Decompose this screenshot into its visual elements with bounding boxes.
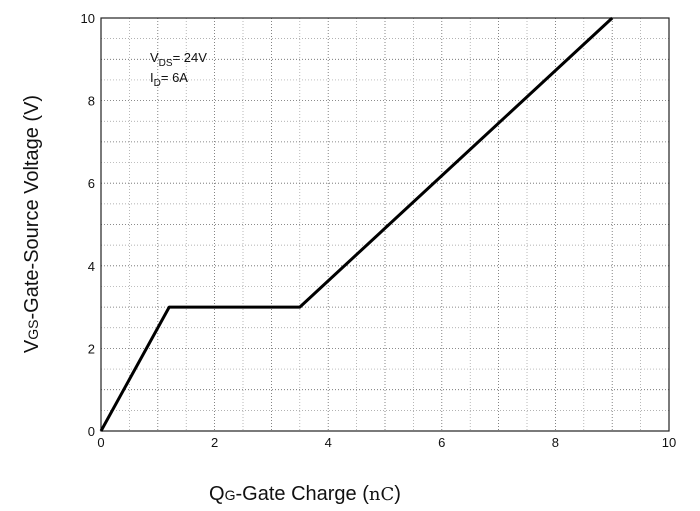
series-line [99,16,614,432]
x-tick-label: 2 [211,435,218,450]
plot-frame [100,17,670,432]
x-axis-label: QG-Gate Charge (nC) [209,483,401,505]
y-tick-label: 0 [88,424,95,439]
y-tick-label: 2 [88,341,95,356]
series-group [99,16,614,432]
plot-background [101,18,669,431]
y-tick-label: 4 [88,259,95,274]
x-tick-label: 10 [662,435,676,450]
x-tick-label: 4 [325,435,332,450]
x-tick-label: 6 [438,435,445,450]
y-tick-label: 8 [88,94,95,109]
y-tick-labels: 0 2 4 6 8 10 [81,11,95,439]
x-tick-labels: 0 2 4 6 8 10 [97,435,676,450]
y-tick-label: 6 [88,176,95,191]
y-tick-label: 10 [81,11,95,26]
y-axis-label: VGS-Gate-Source Voltage (V) [21,95,43,353]
x-tick-label: 0 [97,435,104,450]
annotation-vds: VDS= 24V [150,50,207,69]
x-tick-label: 8 [552,435,559,450]
annotation-id: ID= 6A [150,70,188,89]
